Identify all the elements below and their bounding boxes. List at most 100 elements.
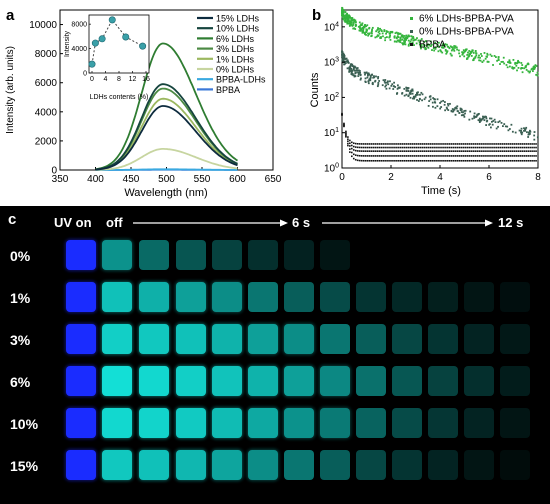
data-point-bpba: [499, 155, 502, 157]
data-point: [529, 129, 531, 132]
data-point-bpba: [433, 159, 435, 162]
data-point-bpba: [486, 159, 488, 162]
data-point-bpba: [517, 150, 520, 152]
data-point: [471, 49, 474, 52]
row-label: 3%: [10, 332, 31, 348]
data-point-bpba: [507, 155, 510, 157]
data-point-bpba: [456, 155, 459, 157]
sample-afterglow: [320, 408, 350, 438]
data-point: [423, 46, 426, 49]
data-point-bpba: [466, 150, 469, 152]
data-point: [381, 32, 384, 35]
sample-afterglow: [500, 282, 530, 312]
data-point: [368, 32, 371, 35]
data-point: [369, 79, 372, 82]
data-point-bpba: [523, 150, 526, 152]
data-point-bpba: [527, 159, 529, 162]
data-point-bpba: [447, 146, 449, 149]
data-point: [398, 39, 401, 42]
data-point-bpba: [388, 146, 390, 149]
sample-afterglow: [500, 324, 530, 354]
data-point: [474, 116, 477, 118]
data-point: [485, 120, 488, 123]
data-point-bpba: [354, 142, 357, 145]
data-point-bpba: [527, 155, 529, 157]
legend-entry-a: 1% LDHs: [216, 54, 255, 64]
data-point: [455, 106, 457, 109]
sample-afterglow: [212, 324, 242, 354]
data-point: [478, 54, 480, 57]
data-point: [486, 60, 489, 63]
data-point: [442, 99, 445, 102]
data-point-bpba: [525, 143, 528, 145]
data-point: [350, 17, 353, 19]
x-tick-label-a: 450: [123, 174, 140, 185]
data-point: [424, 48, 427, 51]
data-point: [473, 116, 476, 119]
data-point: [449, 45, 452, 48]
data-point: [481, 61, 484, 63]
sample-afterglow: [212, 240, 242, 270]
data-point: [444, 43, 447, 46]
data-point-bpba: [511, 150, 514, 152]
data-point-bpba: [362, 159, 365, 162]
data-point: [458, 112, 461, 114]
data-point-bpba: [456, 150, 459, 152]
sample-afterglow: [320, 324, 350, 354]
data-point-bpba: [498, 143, 500, 145]
data-point-bpba: [470, 159, 473, 162]
data-point: [497, 121, 500, 124]
sample-afterglow: [139, 240, 169, 270]
data-point-bpba: [531, 146, 533, 149]
sample-afterglow: [284, 450, 314, 480]
data-point: [413, 39, 416, 41]
data-point: [474, 50, 477, 52]
data-point: [371, 30, 373, 32]
legend-entry-a: 15% LDHs: [216, 14, 260, 24]
data-point-bpba: [392, 146, 394, 149]
data-point-bpba: [423, 146, 426, 149]
data-point-bpba: [511, 143, 514, 145]
data-point: [350, 18, 353, 21]
data-point: [391, 83, 394, 86]
legend-entry-a: 0% LDHs: [216, 65, 255, 75]
data-point: [417, 39, 420, 42]
data-point: [529, 130, 532, 133]
data-point-bpba: [468, 159, 471, 162]
legend-marker-b: [410, 30, 413, 33]
data-point-bpba: [419, 146, 422, 149]
data-point: [395, 40, 398, 43]
data-point-bpba: [396, 146, 398, 149]
data-point: [483, 116, 486, 119]
data-point: [447, 103, 449, 105]
data-point: [477, 119, 480, 122]
data-point-bpba: [411, 150, 414, 152]
data-point-bpba: [490, 146, 492, 149]
data-point-bpba: [368, 143, 371, 145]
data-point: [485, 117, 488, 120]
data-point: [465, 58, 468, 60]
data-point-bpba: [529, 150, 531, 152]
data-point-bpba: [411, 155, 414, 157]
data-point-bpba: [435, 155, 437, 157]
data-point-bpba: [401, 150, 404, 152]
data-point-bpba: [349, 139, 351, 142]
data-point: [411, 92, 414, 95]
data-point: [353, 20, 355, 23]
data-point: [473, 115, 476, 118]
data-point-bpba: [466, 146, 469, 149]
data-point: [401, 38, 404, 41]
data-point-bpba: [376, 143, 379, 145]
data-point-bpba: [433, 143, 435, 145]
y-tick-label-b: 104: [324, 21, 339, 33]
data-point: [497, 58, 500, 60]
data-point: [412, 37, 415, 40]
data-point: [412, 95, 415, 98]
x-tick-label-a: 550: [194, 174, 211, 185]
inset-x-tick-label: 0: [90, 76, 94, 83]
data-point: [429, 40, 432, 43]
data-point-bpba: [521, 150, 524, 152]
data-point-bpba: [352, 145, 355, 148]
data-point-bpba: [501, 155, 504, 157]
sample-afterglow: [428, 408, 458, 438]
